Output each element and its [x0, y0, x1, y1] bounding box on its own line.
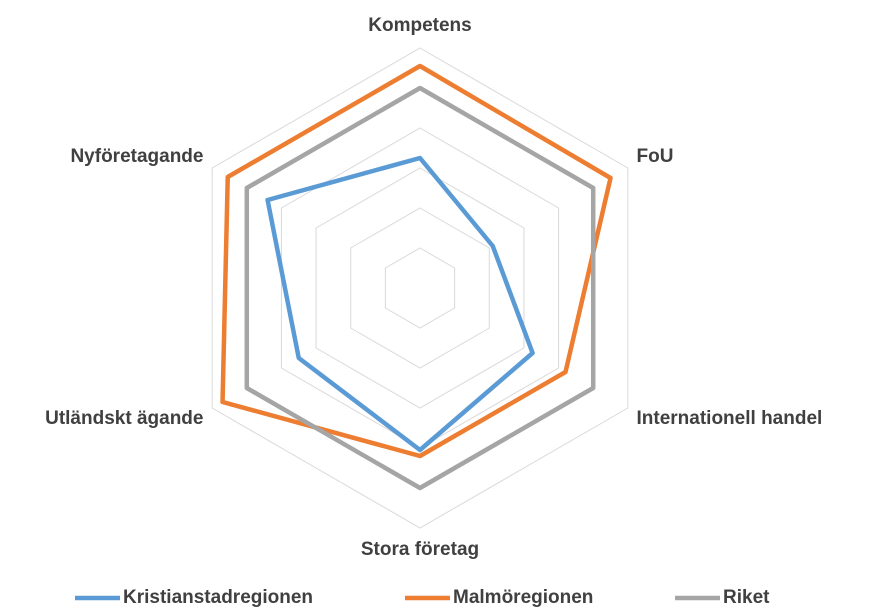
grid-ring: [384, 247, 456, 329]
grid-ring: [315, 167, 525, 409]
axis-label: Kompetens: [368, 15, 471, 36]
legend-label: Riket: [723, 587, 770, 608]
axis-label: FoU: [637, 146, 674, 167]
grid-ring: [350, 207, 490, 369]
axis-label: Internationell handel: [637, 408, 823, 429]
axis-label: Utländskt ägande: [45, 408, 203, 429]
axis-label: Nyföretagande: [70, 146, 203, 167]
series-line: [244, 85, 596, 491]
series-line: [220, 63, 613, 459]
axis-label: Stora företag: [361, 539, 479, 560]
legend-label: Malmöregionen: [453, 587, 593, 608]
series-line: [265, 155, 535, 453]
grid-ring: [246, 87, 594, 489]
legend-label: Kristianstadregionen: [123, 587, 313, 608]
grid-ring: [211, 47, 629, 529]
